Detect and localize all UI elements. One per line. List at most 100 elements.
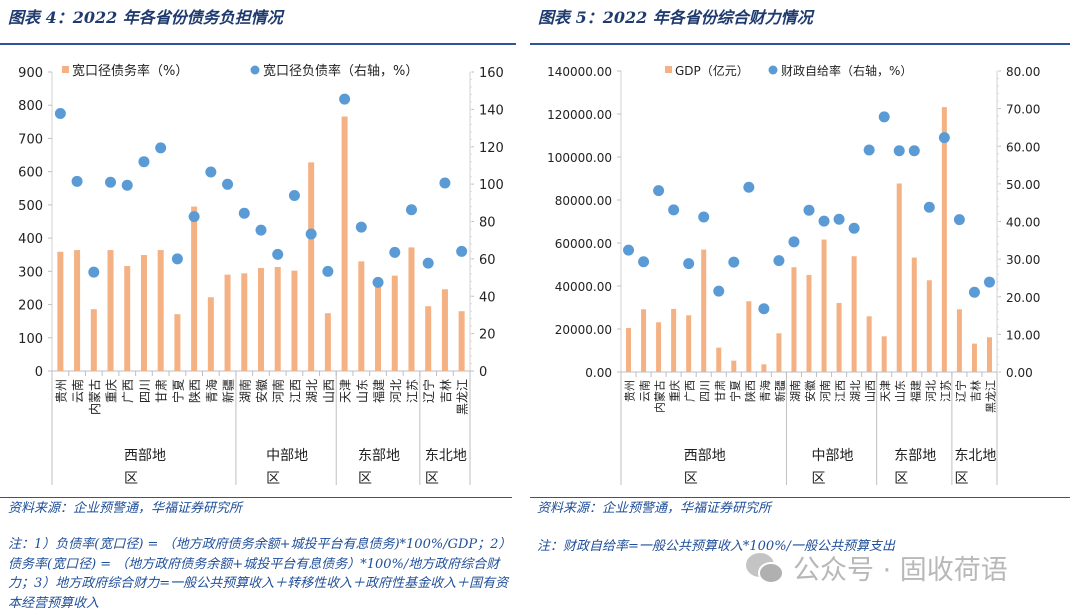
left-axis-tick-label: 40000.00 (555, 280, 612, 294)
dot-辽宁 (953, 214, 965, 226)
legend-dot-swatch (250, 65, 260, 75)
bar-云南 (641, 309, 647, 372)
category-label: 辽宁 (421, 379, 436, 403)
legend-dot-label: 宽口径负债率（右轴，%） (263, 63, 418, 79)
left-source: 资料来源：企业预警通，华福证券研究所 (8, 501, 243, 516)
right-axis-tick-label: 30.00 (1006, 253, 1040, 267)
dot-江西 (288, 190, 300, 202)
dot-青海 (758, 303, 770, 315)
category-label: 河北 (389, 379, 403, 403)
bar-宁夏 (174, 314, 181, 371)
dot-新疆 (222, 178, 234, 190)
left-axis-tick-label: 140000.00 (547, 65, 612, 79)
left-axis-tick-label: 80000.00 (555, 194, 612, 208)
right-axis-tick-label: 40.00 (1006, 216, 1040, 230)
dot-山东 (893, 145, 905, 157)
right-axis-tick-label: 160 (479, 66, 504, 81)
right-note: 注：财政自给率=一般公共预算收入*100%/一般公共预算支出 (537, 539, 895, 554)
right-axis-tick-label: 60 (479, 253, 496, 268)
dot-贵州 (54, 107, 66, 119)
region-label: 东部地 (894, 448, 936, 464)
bar-山西 (324, 313, 331, 371)
dot-辽宁 (422, 257, 434, 269)
category-label: 安徽 (254, 379, 269, 403)
left-source-divider (0, 497, 512, 498)
bar-新疆 (776, 333, 782, 372)
region-label-wrap: 区 (954, 471, 968, 487)
category-label-wrap: 内 (653, 402, 667, 413)
bar-内蒙古 (656, 322, 662, 372)
category-label-wrap: 黑 (984, 402, 997, 413)
region-label: 东北地 (954, 448, 996, 464)
bar-甘肃 (157, 250, 164, 371)
region-label: 西部地 (684, 448, 726, 464)
right-source: 资料来源：企业预警通，华福证券研究所 (537, 501, 772, 516)
right-axis-tick-label: 100 (479, 178, 504, 193)
right-axis-tick-label: 60.00 (1006, 140, 1040, 154)
dot-四川 (698, 211, 710, 223)
category-label: 河北 (924, 380, 937, 402)
bar-湖南 (241, 273, 248, 371)
left-axis-tick-label: 700 (18, 132, 43, 147)
dot-宁夏 (728, 256, 740, 268)
category-label: 甘肃 (155, 379, 169, 403)
dot-吉林 (968, 286, 980, 298)
bar-江苏 (408, 247, 415, 371)
dot-吉林 (439, 177, 451, 189)
category-label: 宁夏 (728, 380, 742, 402)
bar-四川 (140, 255, 147, 371)
bar-黑龙江 (986, 337, 992, 372)
dot-广西 (683, 258, 695, 270)
bar-黑龙江 (458, 311, 465, 371)
left-axis-tick-label: 100000.00 (547, 151, 612, 165)
category-label: 贵州 (624, 380, 637, 402)
category-label: 四川 (138, 379, 152, 403)
category-label: 湖北 (849, 380, 862, 402)
category-label: 吉林 (439, 379, 453, 403)
left-axis-tick-label: 400 (18, 232, 43, 247)
bar-河北 (391, 275, 398, 371)
legend-bar-swatch (62, 66, 69, 73)
dot-湖北 (848, 222, 860, 234)
right-axis-tick-label: 0.00 (1006, 366, 1033, 380)
region-label-wrap: 区 (684, 471, 698, 487)
category-label: 广西 (684, 380, 697, 402)
region-label-wrap: 区 (266, 471, 280, 487)
category-label: 河南 (819, 380, 832, 402)
legend-bar-label: GDP（亿元） (675, 63, 749, 78)
dot-四川 (138, 156, 150, 168)
bar-甘肃 (716, 347, 722, 372)
category-label: 蒙古 (87, 379, 102, 403)
bar-河南 (821, 239, 827, 372)
dot-湖北 (305, 228, 317, 240)
dot-甘肃 (155, 142, 167, 154)
category-label: 广西 (121, 379, 135, 403)
left-title-divider (0, 43, 516, 45)
left-chart-title: 图表 4：2022 年各省份债务负担情况 (8, 8, 283, 27)
left-axis-tick-label: 200 (18, 299, 43, 314)
right-axis-tick-label: 140 (479, 103, 504, 118)
category-label: 云南 (639, 380, 652, 402)
watermark: 公众号 · 固收荷语 (745, 548, 1008, 587)
category-label: 四川 (699, 380, 712, 402)
region-label-wrap: 区 (894, 471, 908, 487)
bar-重庆 (107, 250, 114, 371)
watermark-text: 公众号 · 固收荷语 (793, 555, 1008, 586)
region-label: 东北地 (425, 448, 467, 464)
dot-重庆 (668, 204, 680, 216)
region-label: 中部地 (812, 448, 854, 464)
region-label-wrap: 区 (425, 471, 439, 487)
dot-山西 (322, 265, 334, 277)
dot-河南 (818, 215, 830, 227)
dot-甘肃 (713, 285, 725, 297)
right-axis-tick-label: 0 (479, 365, 487, 380)
dot-云南 (638, 256, 650, 268)
bar-湖南 (791, 267, 797, 372)
bar-内蒙古 (90, 309, 97, 371)
bar-四川 (701, 249, 707, 372)
bar-广西 (686, 315, 692, 372)
right-axis-tick-label: 70.00 (1006, 103, 1040, 117)
dot-江苏 (938, 132, 950, 144)
right-axis-tick-label: 40 (479, 290, 496, 305)
category-label: 安徽 (803, 380, 817, 402)
